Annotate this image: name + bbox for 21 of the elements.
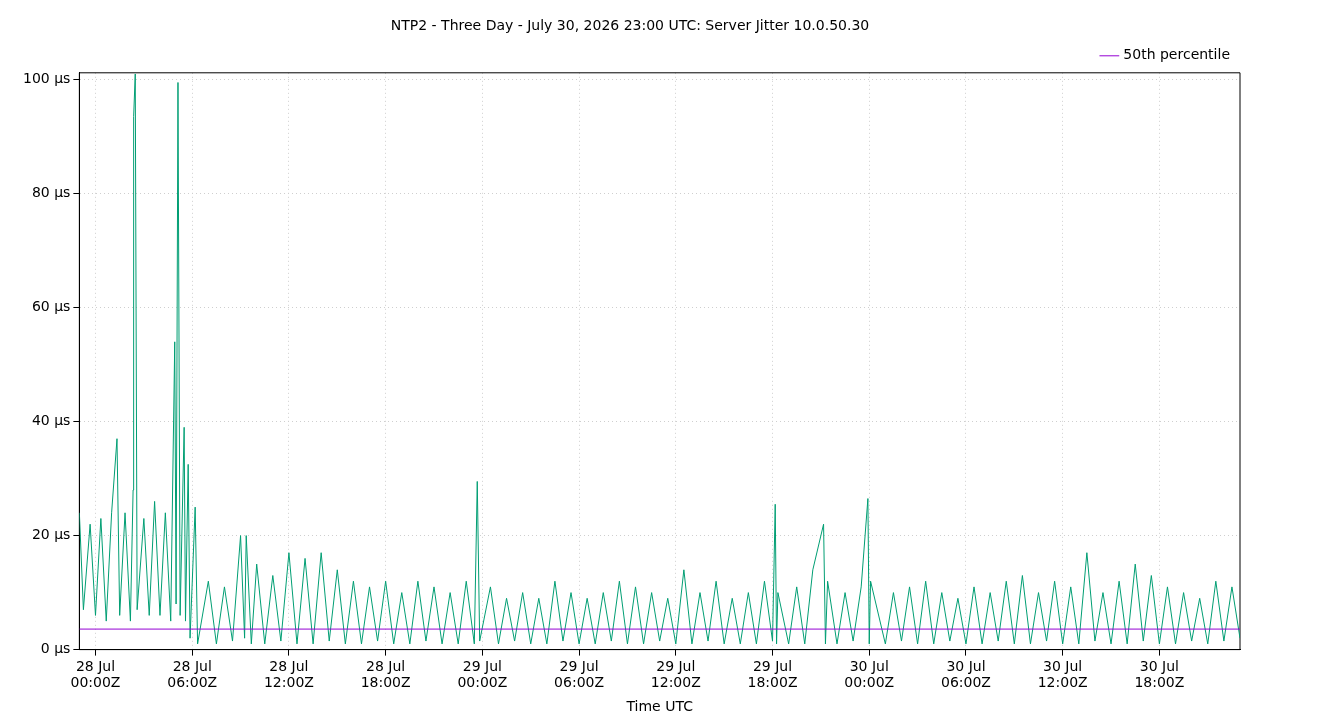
x-tick-label: 29 Jul 00:00Z [457,657,508,691]
x-tick-label: 28 Jul 12:00Z [263,657,314,691]
x-tick-label: 29 Jul 18:00Z [747,657,798,691]
y-tick-label: 80 µs [31,184,71,201]
legend-label: 50th percentile [1123,46,1230,63]
x-tick-label: 28 Jul 00:00Z [70,657,121,691]
y-tick-label: 0 µs [40,640,71,657]
y-tick-label: 20 µs [31,526,71,543]
y-tick-label: 100 µs [23,70,71,87]
x-tick-label: 29 Jul 12:00Z [650,657,701,691]
x-tick-label: 28 Jul 06:00Z [167,657,218,691]
x-tick-label: 30 Jul 00:00Z [844,657,895,691]
x-tick-label: 30 Jul 06:00Z [940,657,991,691]
y-tick-label: 60 µs [31,298,71,315]
y-tick-label: 40 µs [31,412,71,429]
chart-title: NTP2 - Three Day - July 30, 2026 23:00 UTC: Server Jitter 10.0.50.30 [390,17,870,34]
x-tick-label: 28 Jul 18:00Z [360,657,411,691]
x-tick-label: 29 Jul 06:00Z [554,657,605,691]
x-tick-label: 30 Jul 12:00Z [1037,657,1088,691]
x-axis-title: Time UTC [625,698,694,715]
x-tick-label: 30 Jul 18:00Z [1134,657,1185,691]
